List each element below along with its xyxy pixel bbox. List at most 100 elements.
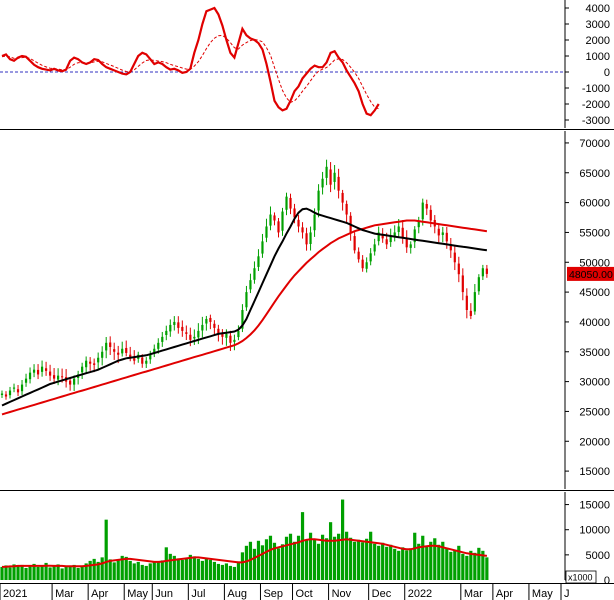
volume-bar — [136, 561, 140, 580]
candlestick — [289, 193, 292, 215]
candlestick — [369, 248, 372, 266]
candle-body — [409, 244, 412, 248]
x-tick-label: Mar — [464, 588, 483, 600]
volume-bar — [196, 558, 200, 580]
candlestick — [101, 346, 104, 366]
candlestick — [193, 329, 196, 345]
candle-body — [81, 366, 84, 373]
volume-bar — [108, 559, 112, 580]
candlestick — [393, 225, 396, 242]
volume-bar — [256, 540, 261, 580]
volume-bar — [220, 564, 224, 580]
candle-body — [321, 178, 324, 188]
volume-bar — [336, 533, 341, 580]
macd-y-tick-label: -2000 — [582, 99, 610, 111]
candlestick — [377, 226, 380, 246]
volume-bar — [36, 566, 40, 580]
candlestick — [469, 303, 472, 320]
candlestick — [69, 377, 72, 391]
candle-body — [305, 233, 308, 245]
candle-body — [477, 277, 480, 292]
candle-body — [337, 176, 340, 191]
candlestick — [145, 357, 148, 369]
candle-body — [357, 251, 360, 260]
volume-bar — [441, 541, 445, 580]
candle-body — [97, 357, 100, 363]
volume-bar — [44, 562, 48, 580]
candle-body — [385, 239, 388, 245]
candle-body — [16, 389, 20, 393]
candle-body — [69, 380, 72, 385]
candlestick — [81, 362, 84, 380]
candlestick — [209, 314, 212, 330]
volume-y-tick-label: 10000 — [579, 525, 610, 537]
volume-unit-label: x1000 — [568, 573, 593, 583]
candle-body — [377, 232, 380, 242]
volume-bar — [224, 563, 229, 580]
candlestick — [89, 357, 92, 371]
volume-bar — [429, 541, 433, 580]
volume-bar — [48, 567, 52, 580]
candlestick — [73, 375, 76, 391]
candlestick — [285, 192, 288, 216]
candle-body — [441, 232, 444, 235]
price-y-tick-label: 55000 — [579, 227, 610, 239]
candlestick — [457, 256, 460, 283]
moving-average-slow-line — [1, 219, 488, 416]
volume-bar — [60, 568, 64, 580]
x-tick-label: 2021 — [3, 588, 27, 600]
volume-bar — [421, 535, 425, 580]
candle-body — [437, 228, 440, 236]
candle-body — [189, 334, 192, 340]
price-y-tick-label: 65000 — [579, 168, 610, 180]
candle-body — [149, 354, 152, 360]
volume-bar — [216, 563, 220, 580]
candle-body — [141, 357, 144, 364]
candlestick — [317, 184, 320, 218]
volume-bar — [72, 564, 76, 580]
volume-bar — [40, 565, 44, 580]
candlestick — [113, 342, 116, 360]
candle-body — [157, 342, 160, 349]
candle-body — [221, 333, 224, 337]
candle-body — [289, 197, 292, 209]
candle-body — [297, 219, 300, 227]
candlestick — [40, 360, 44, 377]
candle-body — [369, 253, 372, 262]
volume-bar — [164, 547, 168, 580]
volume-bar — [312, 538, 317, 580]
macd-panel: -3000 -2000 -1000 0 1000 2000 3000 4000 — [0, 0, 614, 130]
volume-bar — [240, 552, 245, 580]
candle-body — [485, 268, 488, 274]
candle-body — [301, 227, 304, 233]
price-y-tick-label: 60000 — [579, 198, 610, 210]
price-panel: 15000 20000 25000 30000 35000 40000 45000 50000… — [0, 131, 614, 491]
last-price-badge — [567, 266, 614, 281]
volume-bar — [369, 531, 373, 580]
candle-body — [105, 342, 108, 351]
volume-bar — [449, 551, 453, 580]
candlestick — [389, 228, 392, 247]
x-tick-label: Aug — [227, 588, 247, 600]
candle-body — [24, 378, 28, 383]
candle-body — [0, 393, 4, 395]
volume-bar — [365, 538, 369, 580]
volume-bar — [128, 560, 132, 580]
candlestick — [93, 358, 96, 373]
candlestick — [485, 264, 488, 278]
volume-bar — [168, 553, 172, 580]
volume-bar — [276, 548, 281, 580]
candle-body — [381, 234, 384, 239]
volume-bar — [284, 536, 289, 580]
price-y-tick-label: 20000 — [579, 436, 610, 448]
candlestick — [301, 222, 304, 239]
x-axis: 2021 Mar Apr May Jun Jul Aug Sep Oct Nov Dec 2022 Ma… — [0, 583, 614, 600]
candlestick — [249, 273, 252, 294]
candle-body — [481, 268, 484, 277]
candle-body — [73, 378, 76, 385]
candlestick — [281, 207, 284, 236]
macd-y-tick-label: 3000 — [586, 19, 610, 31]
volume-bar — [328, 522, 333, 580]
candlestick — [361, 255, 364, 272]
